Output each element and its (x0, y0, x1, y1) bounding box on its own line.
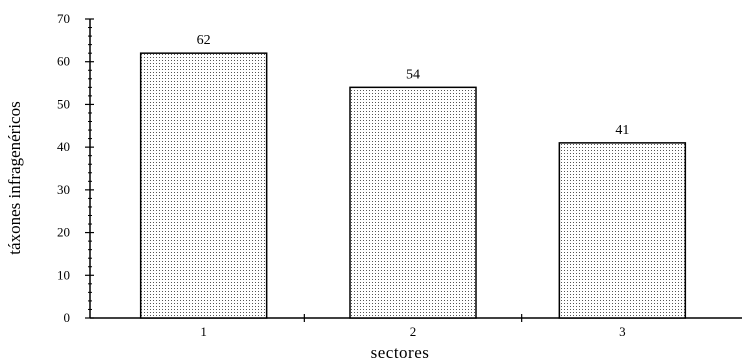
y-tick-label: 20 (57, 225, 70, 240)
x-axis-title: sectores (371, 343, 430, 362)
x-tick-label: 2 (410, 324, 417, 339)
bar-2 (349, 86, 477, 319)
y-tick-label: 50 (57, 96, 70, 111)
y-tick-label: 60 (57, 54, 70, 69)
y-axis-title: táxones infragenéricos (5, 101, 24, 254)
y-tick-label: 70 (57, 11, 70, 26)
data-label-1: 62 (197, 33, 211, 48)
x-tick-label: 1 (200, 324, 207, 339)
y-tick-label: 10 (57, 267, 70, 282)
data-label-2: 54 (406, 67, 420, 82)
y-tick-label: 0 (64, 310, 71, 325)
x-tick-label: 3 (619, 324, 626, 339)
y-tick-label: 30 (57, 182, 70, 197)
bar-1 (139, 52, 268, 319)
bar-3 (558, 142, 687, 319)
y-tick-label: 40 (57, 139, 70, 154)
data-label-3: 41 (615, 123, 629, 138)
